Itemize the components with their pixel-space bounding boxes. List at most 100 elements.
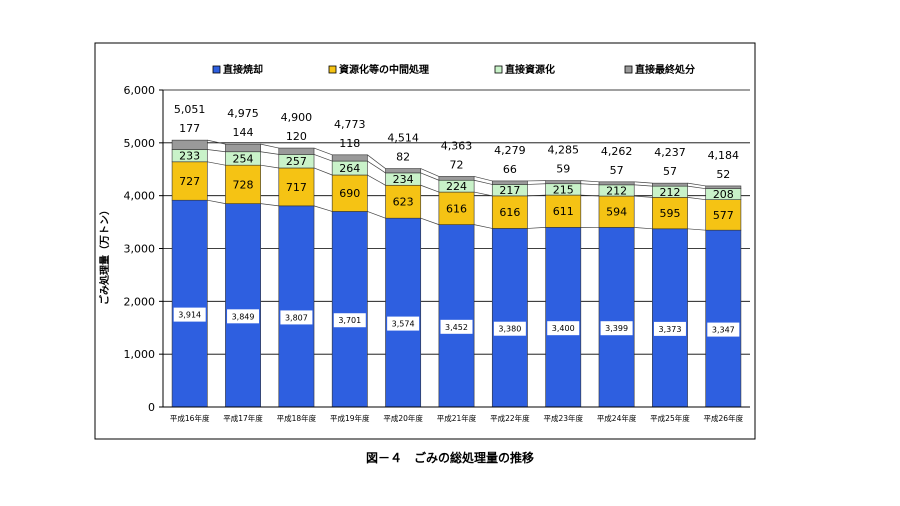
bar-segment: [598, 227, 635, 408]
bar-segment: [598, 195, 635, 228]
connector-line: [207, 139, 226, 145]
connector-line: [367, 174, 386, 186]
connector-line: [687, 182, 706, 187]
data-label: 212: [659, 186, 680, 199]
bar-segment: [385, 217, 422, 408]
bar-segment: [545, 227, 582, 408]
connector-line: [687, 228, 706, 231]
connector-line: [260, 203, 279, 207]
connector-line: [527, 194, 546, 197]
connector-line: [420, 172, 440, 181]
total-label: 4,900: [281, 111, 313, 124]
total-label: 4,975: [227, 107, 259, 120]
y-tick-label: 0: [148, 401, 155, 414]
chart-border: [94, 42, 756, 440]
data-label: 59: [556, 163, 570, 176]
data-label: 3,373: [659, 325, 682, 334]
data-label: 616: [499, 206, 520, 219]
bar-segment: [652, 182, 688, 187]
bar-segment: [278, 147, 315, 155]
connector-line: [634, 195, 653, 198]
legend: 直接焼却 資源化等の中間処理 直接資源化 直接最終処分: [212, 63, 695, 76]
bar-segment: [385, 184, 422, 219]
legend-swatch: [494, 65, 503, 74]
x-tick-label: 平成23年度: [543, 413, 583, 423]
bar-segment: [278, 167, 315, 207]
legend-swatch: [212, 65, 221, 74]
total-label: 4,363: [441, 139, 473, 152]
bar-segment: [545, 194, 582, 228]
data-label: 208: [713, 188, 734, 201]
bar-segment: [225, 143, 261, 153]
data-label: 611: [553, 205, 574, 218]
data-label: 3,347: [712, 326, 735, 335]
connector-line: [474, 224, 493, 229]
y-tick-label: 3,000: [124, 243, 156, 256]
connector-line: [634, 184, 653, 187]
bar-segment: [598, 181, 635, 186]
data-label: 616: [446, 202, 467, 215]
data-label: 3,574: [392, 320, 415, 329]
data-labels: 3,914 727 233 177 5,051 3,849 728 254 144 4,975 3,…: [173, 103, 740, 337]
data-label: 52: [716, 168, 730, 181]
bar-segment: [385, 168, 422, 174]
label-box: [653, 321, 686, 336]
connector-line: [367, 211, 386, 219]
data-label: 57: [663, 165, 677, 178]
total-label: 4,262: [601, 145, 633, 158]
connector-line: [313, 167, 333, 176]
data-label: 224: [446, 180, 467, 193]
x-tick-label: 平成20年度: [383, 413, 423, 423]
connector-line: [260, 164, 279, 169]
bar-segment: [331, 154, 368, 162]
data-label: 623: [393, 196, 414, 209]
total-label: 4,285: [547, 144, 579, 157]
bar-segment: [652, 228, 688, 408]
connector-line: [367, 154, 386, 169]
total-label: 4,279: [494, 144, 526, 157]
label-box: [387, 316, 420, 331]
connector-line: [420, 184, 440, 193]
label-box: [333, 313, 366, 328]
connector-lines: [207, 139, 706, 231]
bar-segment: [705, 199, 742, 231]
y-tick-label: 6,000: [124, 84, 156, 97]
label-box: [440, 319, 473, 334]
y-tick-label: 5,000: [124, 137, 156, 150]
x-tick-label: 平成21年度: [437, 413, 477, 423]
bar-segment: [705, 185, 742, 189]
data-label: 66: [503, 163, 517, 176]
data-label: 594: [606, 206, 627, 219]
connector-line: [634, 181, 653, 184]
connector-line: [687, 185, 706, 190]
legend-label: 直接最終処分: [635, 63, 695, 76]
connector-line: [207, 199, 226, 204]
legend-swatch: [328, 65, 337, 74]
connector-line: [207, 161, 226, 166]
data-label: 234: [393, 173, 414, 186]
x-tick-label: 平成24年度: [597, 413, 637, 423]
connector-line: [580, 180, 600, 183]
data-label: 257: [286, 155, 307, 168]
data-label: 3,452: [445, 323, 468, 332]
bar-segment: [705, 229, 742, 408]
data-label: 3,914: [178, 311, 201, 320]
data-label: 217: [499, 184, 520, 197]
y-tick-label: 4,000: [124, 190, 156, 203]
data-label: 3,380: [498, 325, 521, 334]
connector-line: [207, 149, 226, 153]
bar-segment: [171, 161, 208, 201]
data-label: 72: [450, 158, 464, 171]
bar-segment: [331, 211, 368, 408]
data-label: 57: [610, 164, 624, 177]
x-tick-label: 平成25年度: [650, 413, 690, 423]
data-label: 264: [339, 162, 360, 175]
data-label: 717: [286, 181, 307, 194]
total-label: 4,184: [708, 149, 740, 162]
connector-line: [527, 227, 546, 229]
connector-line: [313, 205, 333, 212]
legend-label: 直接資源化: [505, 63, 555, 76]
bars: [171, 139, 742, 408]
total-label: 4,773: [334, 118, 366, 131]
data-label: 82: [396, 151, 410, 164]
